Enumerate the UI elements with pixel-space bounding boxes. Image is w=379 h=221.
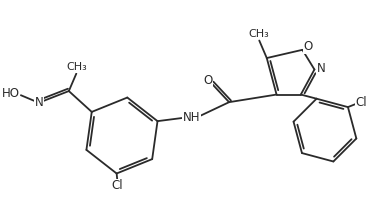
Text: N: N	[317, 62, 326, 75]
Text: NH: NH	[183, 111, 200, 124]
Text: Cl: Cl	[356, 96, 367, 109]
Text: CH₃: CH₃	[248, 29, 269, 39]
Text: O: O	[204, 74, 213, 87]
Text: HO: HO	[2, 87, 20, 100]
Text: O: O	[304, 40, 313, 53]
Text: CH₃: CH₃	[66, 62, 87, 72]
Text: Cl: Cl	[112, 179, 123, 192]
Text: N: N	[34, 96, 43, 109]
